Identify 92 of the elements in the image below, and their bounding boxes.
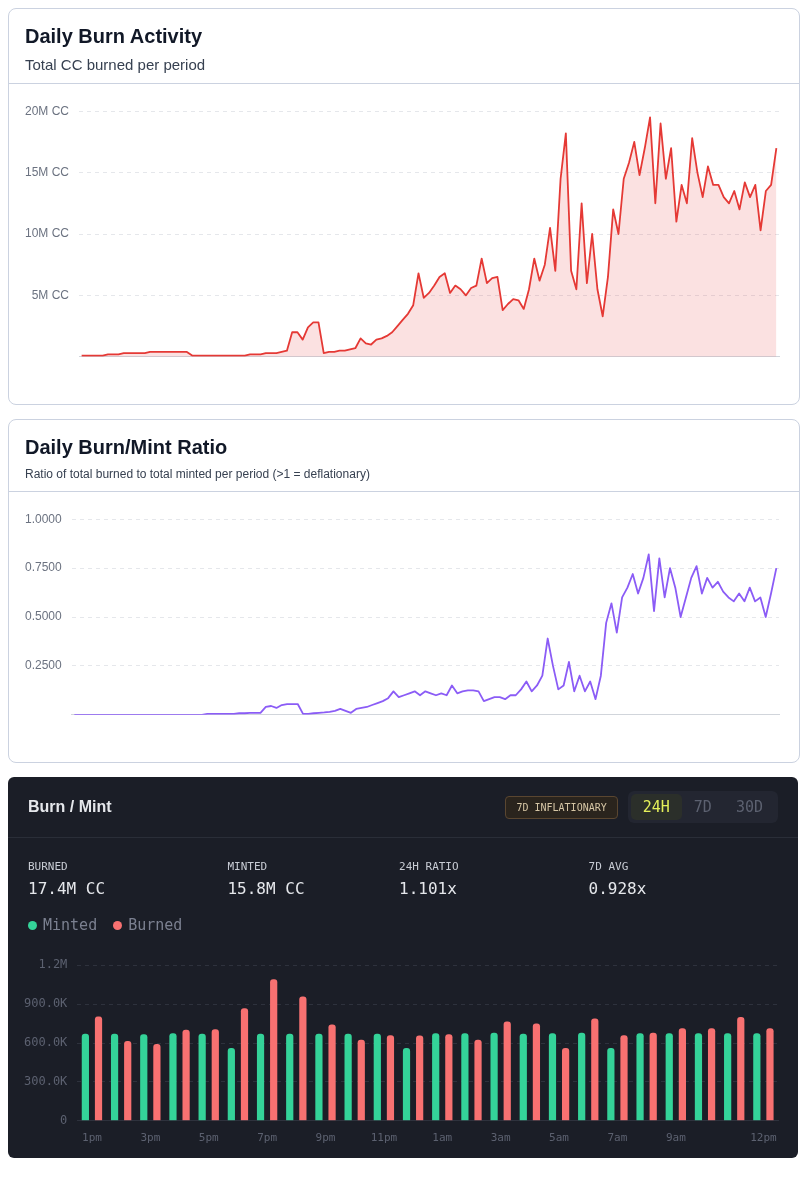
bar: [620, 1035, 628, 1121]
x-tick-label: 5am: [549, 1131, 570, 1145]
y-tick-label: 5M CC: [31, 287, 70, 302]
text: 0.928x: [588, 879, 648, 898]
text: 1.101x: [399, 879, 458, 898]
bar: [81, 1033, 89, 1121]
bar: [153, 1044, 161, 1121]
bar: [445, 1034, 453, 1121]
y-tick-label: 0: [60, 1112, 68, 1127]
x-tick-label: 3pm: [140, 1131, 161, 1145]
bar: [110, 1033, 119, 1121]
chart-title: Daily Burn Activity: [25, 25, 204, 48]
bar: [432, 1033, 440, 1121]
bar: [286, 1033, 294, 1121]
chart-title: Daily Burn/Mint Ratio: [25, 436, 229, 459]
text: 7D AVG: [588, 860, 630, 873]
bar: [461, 1033, 469, 1121]
x-tick-label: 9pm: [315, 1131, 336, 1145]
bar: [474, 1039, 482, 1121]
bar: [548, 1033, 557, 1121]
legend-label: Minted: [42, 916, 98, 934]
bar: [124, 1041, 132, 1121]
bar: [490, 1032, 498, 1121]
text: 15.8M CC: [227, 879, 306, 898]
chart-subtitle: Ratio of total burned to total minted per period (>1 = deflationary): [25, 467, 371, 481]
y-tick-label: 15M CC: [24, 164, 70, 179]
bar: [402, 1047, 411, 1121]
bar: [357, 1039, 365, 1121]
bar: [416, 1035, 424, 1121]
legend-label: Burned: [127, 916, 183, 934]
bar: [299, 996, 307, 1121]
bar: [227, 1047, 235, 1121]
chart-subtitle: Total CC burned per period: [25, 56, 207, 73]
x-tick-label: 5pm: [198, 1131, 220, 1145]
bar: [562, 1047, 570, 1121]
y-tick-label: 1.0000: [25, 511, 63, 526]
bar: [665, 1033, 673, 1121]
y-tick-label: 10M CC: [24, 226, 70, 241]
bar: [678, 1028, 686, 1121]
text: 7D INFLATIONARY: [505, 795, 618, 819]
bar: [636, 1033, 644, 1121]
x-tick-label: 1pm: [82, 1131, 103, 1145]
text: 24H: [630, 794, 682, 820]
chart-title: Burn / Mint: [28, 798, 112, 816]
bar: [766, 1028, 774, 1121]
text: MINTED: [227, 860, 269, 873]
text: 7D: [692, 797, 713, 818]
bar: [503, 1021, 511, 1121]
bar: [737, 1017, 745, 1121]
bar: [694, 1033, 703, 1121]
y-tick-label: 600.0K: [23, 1035, 69, 1050]
bar: [607, 1047, 615, 1121]
x-tick-label: 11pm: [370, 1131, 398, 1145]
bar: [532, 1023, 541, 1121]
y-tick-label: 0.5000: [25, 609, 63, 624]
bar: [256, 1033, 265, 1121]
y-tick-label: 0.7500: [25, 560, 63, 575]
text: 24H RATIO: [399, 860, 460, 873]
bar: [578, 1032, 586, 1121]
y-tick-label: 20M CC: [24, 103, 70, 118]
bar: [753, 1033, 761, 1121]
bar: [315, 1033, 323, 1121]
y-tick-label: 0.2500: [25, 658, 63, 673]
text: BURNED: [28, 860, 69, 873]
bar: [169, 1033, 177, 1121]
bar: [724, 1033, 732, 1121]
x-tick-label: 1am: [432, 1131, 453, 1145]
x-tick-label: 7am: [607, 1131, 628, 1145]
bar: [386, 1035, 395, 1121]
bar: [198, 1033, 206, 1121]
x-tick-label: 9am: [665, 1131, 687, 1145]
bar: [649, 1032, 657, 1121]
bar: [328, 1024, 336, 1121]
y-tick-label: 1.2M: [38, 957, 68, 972]
bar: [240, 1008, 249, 1121]
bar: [94, 1016, 103, 1121]
x-tick-label: 7pm: [257, 1131, 278, 1145]
y-tick-label: 900.0K: [23, 996, 69, 1011]
bar: [211, 1029, 219, 1121]
bar: [270, 979, 278, 1121]
bar: [373, 1033, 381, 1121]
bar: [519, 1033, 527, 1121]
bar: [344, 1033, 352, 1121]
x-tick-label: 12pm: [750, 1131, 778, 1145]
text: 30D: [734, 797, 764, 818]
bar: [182, 1029, 190, 1121]
text: 17.4M CC: [28, 879, 107, 898]
bar: [707, 1028, 716, 1121]
bar: [591, 1018, 599, 1121]
bar: [140, 1034, 148, 1121]
x-tick-label: 3am: [490, 1131, 511, 1145]
y-tick-label: 300.0K: [23, 1074, 69, 1089]
